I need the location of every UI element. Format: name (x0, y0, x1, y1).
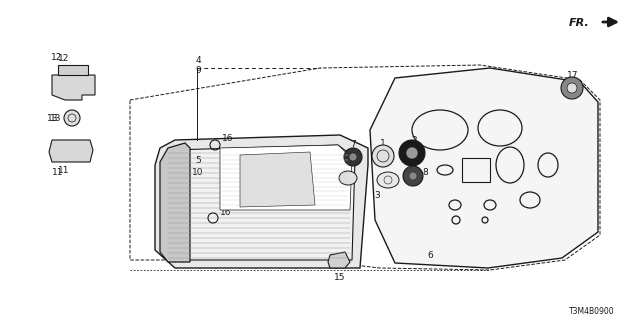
Text: 14: 14 (332, 171, 342, 180)
Circle shape (406, 147, 418, 159)
Text: FR.: FR. (569, 18, 590, 28)
Circle shape (349, 153, 357, 161)
Text: 11: 11 (58, 165, 70, 174)
Circle shape (561, 77, 583, 99)
Circle shape (344, 148, 362, 166)
Text: 2: 2 (411, 135, 417, 145)
Text: 9: 9 (195, 66, 201, 75)
Polygon shape (160, 143, 190, 262)
Text: 15: 15 (334, 274, 346, 283)
Polygon shape (370, 68, 598, 268)
Text: 5: 5 (195, 156, 201, 164)
Text: 10: 10 (192, 167, 204, 177)
Ellipse shape (339, 171, 357, 185)
Circle shape (403, 166, 423, 186)
Polygon shape (155, 135, 368, 268)
Text: 16: 16 (220, 207, 232, 217)
Text: T3M4B0900: T3M4B0900 (570, 308, 615, 316)
Text: 3: 3 (374, 190, 380, 199)
Text: 7: 7 (350, 140, 356, 148)
Polygon shape (165, 145, 355, 260)
Text: 13: 13 (47, 114, 58, 123)
Polygon shape (220, 145, 352, 210)
Circle shape (409, 172, 417, 180)
Polygon shape (58, 65, 88, 75)
Text: 6: 6 (427, 251, 433, 260)
Circle shape (567, 83, 577, 93)
Text: 1: 1 (380, 139, 386, 148)
Text: 11: 11 (52, 167, 64, 177)
Text: 12: 12 (58, 53, 69, 62)
Circle shape (399, 140, 425, 166)
Polygon shape (240, 152, 315, 207)
Text: 4: 4 (195, 55, 201, 65)
Text: 16: 16 (222, 133, 234, 142)
Circle shape (372, 145, 394, 167)
Polygon shape (52, 75, 95, 100)
Circle shape (64, 110, 80, 126)
Polygon shape (49, 140, 93, 162)
Polygon shape (328, 252, 350, 268)
Text: 8: 8 (422, 167, 428, 177)
Text: 12: 12 (51, 52, 63, 61)
Text: 17: 17 (567, 70, 579, 79)
Text: 13: 13 (51, 114, 61, 123)
Ellipse shape (377, 172, 399, 188)
